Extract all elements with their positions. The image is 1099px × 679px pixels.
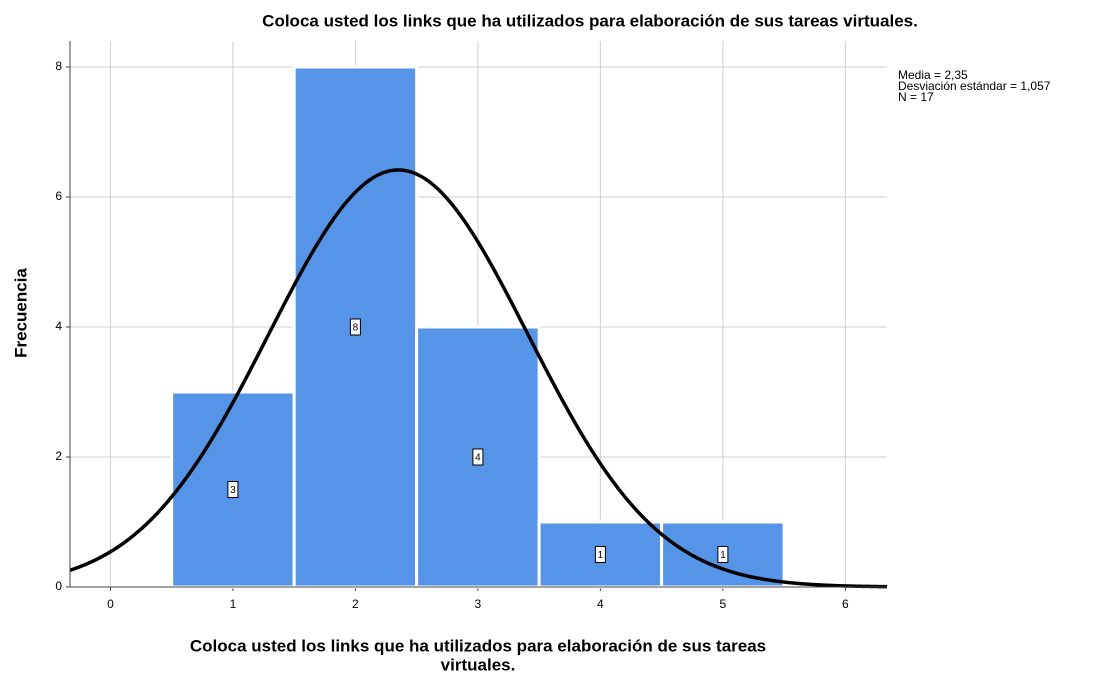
x-axis-label: virtuales.	[441, 655, 516, 674]
stat-label: N = 17	[898, 90, 934, 104]
y-tick-label: 4	[55, 319, 62, 333]
x-tick-label: 4	[597, 597, 604, 611]
data-label: 3	[230, 485, 236, 496]
data-label: 8	[353, 323, 359, 334]
chart-title: Coloca usted los links que ha utilizados…	[262, 11, 918, 30]
data-label: 1	[598, 550, 604, 561]
x-tick-label: 1	[230, 597, 237, 611]
y-tick-label: 6	[55, 189, 62, 203]
data-label-box	[472, 448, 484, 466]
data-label-box	[227, 481, 239, 498]
stat-label: Media = 2,35	[898, 68, 968, 82]
normal-curve	[69, 168, 888, 589]
data-label: 1	[720, 550, 726, 561]
x-tick-label: 3	[475, 597, 482, 611]
x-tick-label: 0	[107, 597, 114, 611]
y-axis-label: Frecuencia	[11, 268, 30, 358]
x-tick-label: 2	[352, 597, 359, 611]
data-label-box	[349, 318, 361, 336]
y-tick-label: 8	[55, 59, 62, 73]
y-tick-label: 0	[55, 579, 62, 593]
x-tick-label: 5	[720, 597, 727, 611]
x-axis-label: Coloca usted los links que ha utilizados…	[190, 636, 766, 655]
stat-label: Desviación estándar = 1,057	[898, 79, 1051, 93]
data-label-box	[717, 546, 729, 563]
x-tick-label: 6	[842, 597, 849, 611]
data-label-box	[594, 546, 606, 563]
data-label: 4	[475, 453, 481, 464]
y-tick-label: 2	[55, 449, 62, 463]
